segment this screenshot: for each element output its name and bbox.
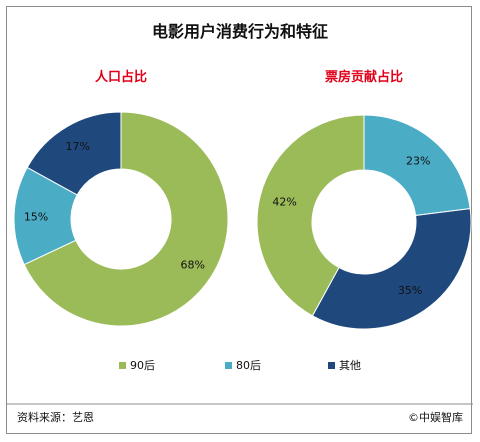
data-label-90s: 68%	[181, 259, 205, 272]
chart-frame: 电影用户消费行为和特征 人口占比 票房贡献占比 68% 15% 17% 23% 35%…	[6, 6, 473, 434]
data-label-90s: 42%	[272, 196, 296, 209]
donut-slice-other	[311, 208, 472, 330]
donut-chart-boxoffice: 23% 35% 42%	[256, 114, 472, 330]
legend-swatch-90s	[119, 362, 126, 369]
source-text: 资料来源：艺恩	[17, 410, 94, 424]
legend-swatch-other	[328, 362, 335, 369]
copyright-text: ©中娱智库	[408, 410, 463, 424]
donut-slice-80s	[363, 114, 471, 217]
legend-swatch-80s	[225, 362, 232, 369]
legend-label-90s: 90后	[130, 359, 155, 372]
data-label-other: 17%	[66, 140, 90, 153]
donut-slice-90s	[23, 111, 229, 327]
data-label-80s: 15%	[24, 210, 48, 223]
left-chart-subtitle: 人口占比	[95, 69, 147, 85]
data-label-other: 35%	[398, 284, 422, 297]
donut-chart-population: 68% 15% 17%	[13, 111, 229, 327]
donut-slice-90s	[256, 114, 365, 317]
data-label-80s: 23%	[406, 154, 430, 167]
chart-canvas: 电影用户消费行为和特征 人口占比 票房贡献占比 68% 15% 17% 23% 35%…	[7, 22, 473, 424]
right-chart-subtitle: 票房贡献占比	[325, 69, 403, 85]
legend-label-other: 其他	[339, 359, 361, 372]
chart-title: 电影用户消费行为和特征	[152, 22, 328, 41]
legend: 90后 80后 其他	[119, 359, 361, 372]
legend-label-80s: 80后	[236, 359, 261, 372]
donut-slice-other	[26, 111, 122, 196]
